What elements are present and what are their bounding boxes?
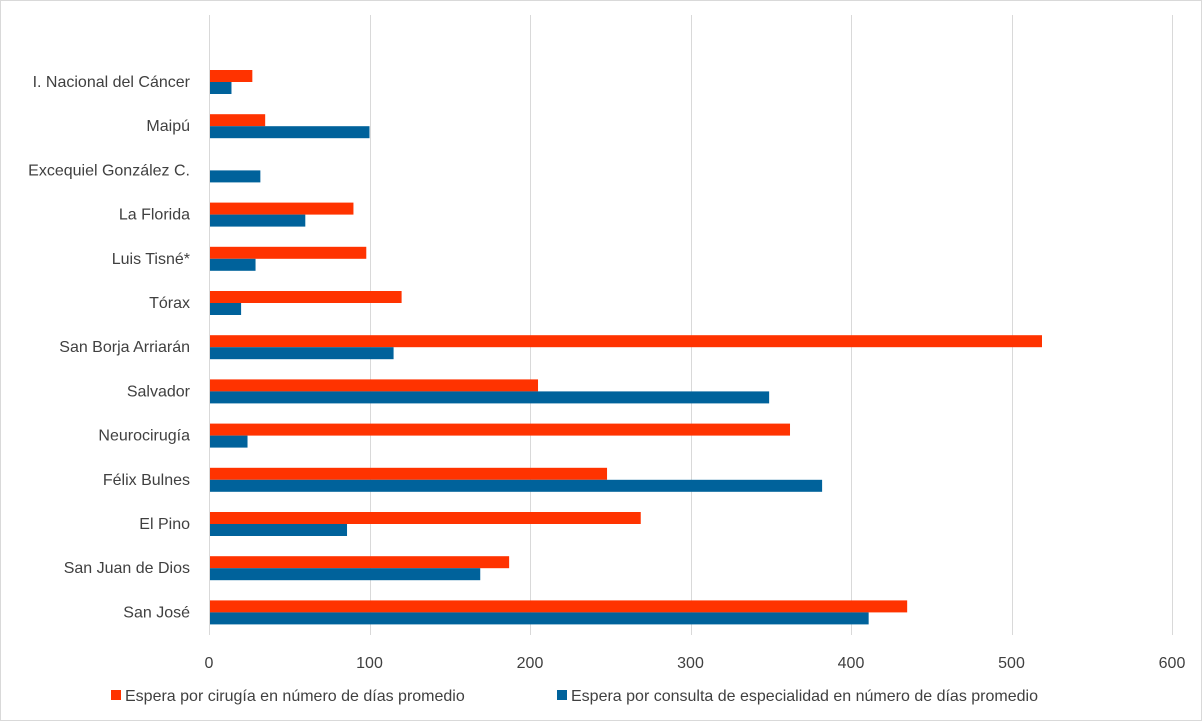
category-label: La Florida — [119, 207, 190, 224]
x-tick-label: 100 — [356, 655, 383, 672]
bar-consulta — [209, 391, 770, 404]
bar-consulta — [209, 568, 481, 581]
bar-cirugia — [209, 423, 791, 436]
bar-consulta — [209, 347, 394, 360]
category-label: Tórax — [149, 295, 190, 312]
category-label: El Pino — [139, 516, 190, 533]
bar-cirugia — [209, 512, 641, 524]
x-tick-label: 500 — [998, 655, 1025, 672]
bar-consulta — [209, 612, 869, 625]
category-label: Maipú — [146, 118, 190, 135]
bar-consulta — [209, 214, 306, 227]
bar-cirugia — [209, 600, 908, 613]
x-tick-label: 300 — [677, 655, 704, 672]
bar-consulta — [209, 126, 370, 139]
legend-swatch — [111, 690, 121, 700]
bar-cirugia — [209, 291, 402, 303]
legend-label: Espera por cirugía en número de días pro… — [125, 688, 465, 705]
category-label: San Juan de Dios — [64, 560, 190, 577]
legend-swatch — [557, 690, 567, 700]
bar-cirugia — [209, 467, 608, 480]
bar-cirugia — [209, 556, 510, 569]
bar-consulta — [209, 303, 242, 315]
bar-consulta — [209, 170, 261, 183]
x-tick-label: 0 — [205, 655, 214, 672]
category-label: Excequiel González C. — [28, 162, 190, 179]
category-label: San Borja Arriarán — [59, 339, 190, 356]
x-tick-label: 400 — [838, 655, 865, 672]
bar-cirugia — [209, 335, 1042, 348]
bar-consulta — [209, 435, 248, 448]
bar-cirugia — [209, 379, 539, 392]
category-label: Luis Tisné* — [112, 251, 190, 268]
category-label: Salvador — [127, 383, 191, 400]
x-tick-label: 200 — [517, 655, 544, 672]
bar-consulta — [209, 258, 256, 271]
x-tick-label: 600 — [1159, 655, 1186, 672]
bar-consulta — [209, 479, 823, 492]
bar-cirugia — [209, 114, 266, 127]
bar-cirugia — [209, 70, 253, 82]
category-label: I. Nacional del Cáncer — [33, 74, 191, 91]
category-label: San José — [123, 604, 190, 621]
bar-consulta — [209, 82, 232, 94]
legend-label: Espera por consulta de especialidad en n… — [571, 688, 1038, 705]
bar-cirugia — [209, 202, 354, 215]
category-label: Neurocirugía — [98, 428, 190, 445]
bar-consulta — [209, 524, 348, 536]
bar-cirugia — [209, 246, 367, 259]
category-label: Félix Bulnes — [103, 472, 190, 489]
